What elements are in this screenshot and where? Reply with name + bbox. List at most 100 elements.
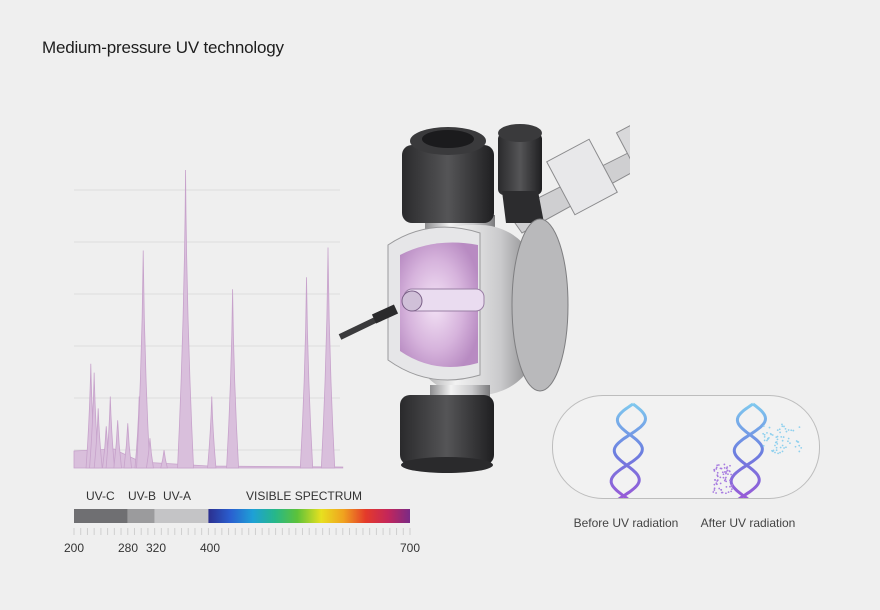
fragment: [798, 451, 800, 453]
fragment: [777, 438, 779, 440]
emission-peak: [124, 423, 131, 468]
fragment: [788, 438, 790, 440]
fragment: [785, 428, 787, 430]
after-uv-caption: After UV radiation: [693, 515, 803, 531]
fragment: [712, 491, 714, 493]
fragment: [781, 423, 783, 425]
emission-peak: [208, 396, 216, 468]
fragment: [730, 474, 732, 476]
emission-peak: [300, 277, 312, 468]
fragment: [773, 450, 775, 452]
fragment: [771, 450, 773, 452]
fragment: [772, 434, 774, 436]
fragment: [767, 438, 769, 440]
fragment: [717, 479, 719, 481]
fragment: [718, 488, 720, 490]
fragment: [731, 486, 733, 488]
fragment: [716, 467, 718, 469]
fragment: [724, 480, 726, 482]
fragment: [774, 452, 776, 454]
fragment: [799, 426, 801, 428]
fragment: [714, 479, 716, 481]
fragment: [730, 490, 732, 492]
fragment: [718, 464, 720, 466]
fragment: [766, 432, 768, 434]
fragment: [781, 425, 783, 427]
wavelength-tick-label: 400: [200, 541, 220, 555]
fragment: [763, 445, 765, 447]
emission-peak: [137, 250, 150, 468]
band-label: UV-C: [86, 489, 115, 503]
fragment: [725, 471, 727, 473]
fragment: [722, 471, 724, 473]
before-uv-caption: Before UV radiation: [571, 515, 681, 531]
fragment: [800, 447, 802, 449]
fragment: [774, 445, 776, 447]
fragment: [726, 466, 728, 468]
fragment: [763, 425, 765, 427]
fragment: [796, 440, 798, 442]
fragment: [729, 470, 731, 472]
fragment: [787, 440, 789, 442]
fragment: [729, 486, 731, 488]
fragment: [795, 446, 797, 448]
fragment: [719, 476, 721, 478]
wavelength-bar: [74, 509, 410, 523]
fragment: [789, 442, 791, 444]
fragment: [729, 479, 731, 481]
fragment: [766, 440, 768, 442]
fragment: [776, 447, 778, 449]
dna-intact-icon: [611, 404, 645, 498]
fragment: [785, 446, 787, 448]
fragment: [715, 492, 717, 494]
fragment: [717, 472, 719, 474]
fragment: [782, 445, 784, 447]
sensor-arm: [498, 119, 630, 233]
fragment: [788, 429, 790, 431]
band-segment: [74, 509, 128, 523]
fragment: [731, 488, 733, 490]
band-label: UV-A: [163, 489, 191, 503]
fragment: [721, 492, 723, 494]
fragment: [723, 477, 725, 479]
fragment: [783, 436, 785, 438]
reactor-body: [340, 219, 568, 395]
wavelength-tick-label: 320: [146, 541, 166, 555]
fragment: [720, 483, 722, 485]
fragment: [779, 452, 781, 454]
emission-peak: [114, 420, 122, 468]
band-label: VISIBLE SPECTRUM: [246, 489, 362, 503]
fragment: [779, 428, 781, 430]
fragment: [728, 491, 730, 493]
fragment: [798, 445, 800, 447]
fragment: [716, 483, 718, 485]
fragment: [780, 436, 782, 438]
fragment: [776, 441, 778, 443]
fragment: [725, 477, 727, 479]
emission-peak: [227, 289, 239, 468]
emission-peak: [178, 170, 194, 468]
wavelength-tick-label: 200: [64, 541, 84, 555]
fragment: [764, 436, 766, 438]
fragment: [779, 432, 781, 434]
band-segment: [155, 509, 209, 523]
fragment: [720, 467, 722, 469]
fragment: [770, 433, 772, 435]
fragment: [724, 467, 726, 469]
fragment: [777, 429, 779, 431]
fragment: [776, 443, 778, 445]
fragment: [762, 433, 764, 435]
fragment: [764, 434, 766, 436]
fragment: [714, 487, 716, 489]
tick-marks: [74, 528, 410, 535]
band-segment: [208, 509, 410, 523]
dna-damaged-icon: [712, 404, 802, 498]
fragment: [727, 470, 729, 472]
fragment: [783, 426, 785, 428]
fragment: [714, 484, 716, 486]
fragment: [777, 436, 779, 438]
fragment: [782, 440, 784, 442]
fragment: [716, 474, 718, 476]
grid-lines: [74, 190, 340, 450]
fragment: [713, 489, 715, 491]
